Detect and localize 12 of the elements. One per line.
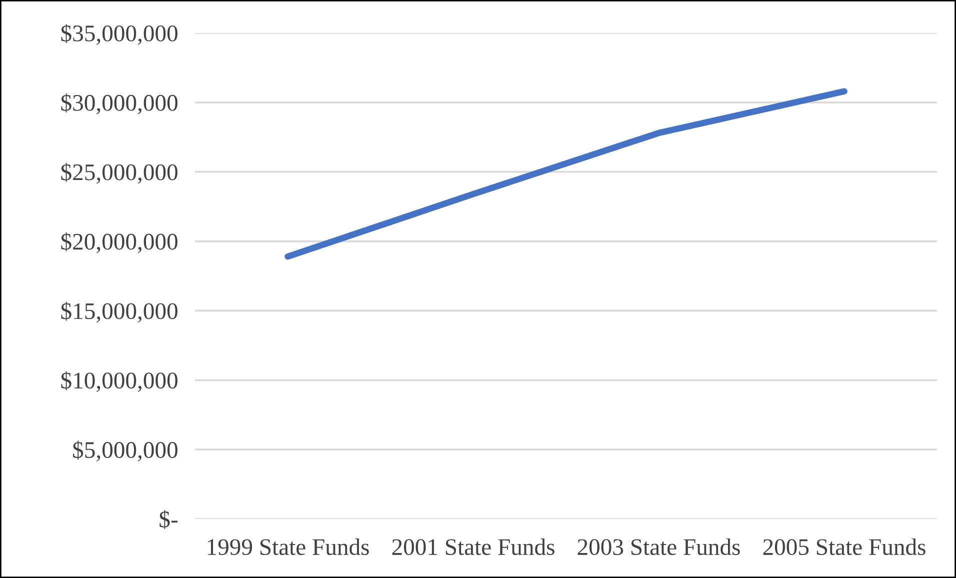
x-tick-label: 2005 State Funds	[763, 538, 926, 556]
y-tick-label: $15,000,000	[61, 302, 178, 323]
y-tick-label: $-	[160, 510, 178, 529]
x-tick-label: 2001 State Funds	[392, 538, 554, 556]
y-tick-label: $5,000,000	[73, 440, 178, 462]
y-tick-label: $10,000,000	[61, 371, 178, 392]
y-tick-label: $25,000,000	[61, 162, 178, 184]
y-tick-label: $35,000,000	[61, 24, 178, 45]
y-tick-label: $30,000,000	[61, 94, 178, 114]
y-tick-label: $20,000,000	[61, 232, 178, 254]
x-tick-label: 1999 State Funds	[208, 538, 369, 556]
x-tick-label: 2003 State Funds	[578, 538, 740, 556]
